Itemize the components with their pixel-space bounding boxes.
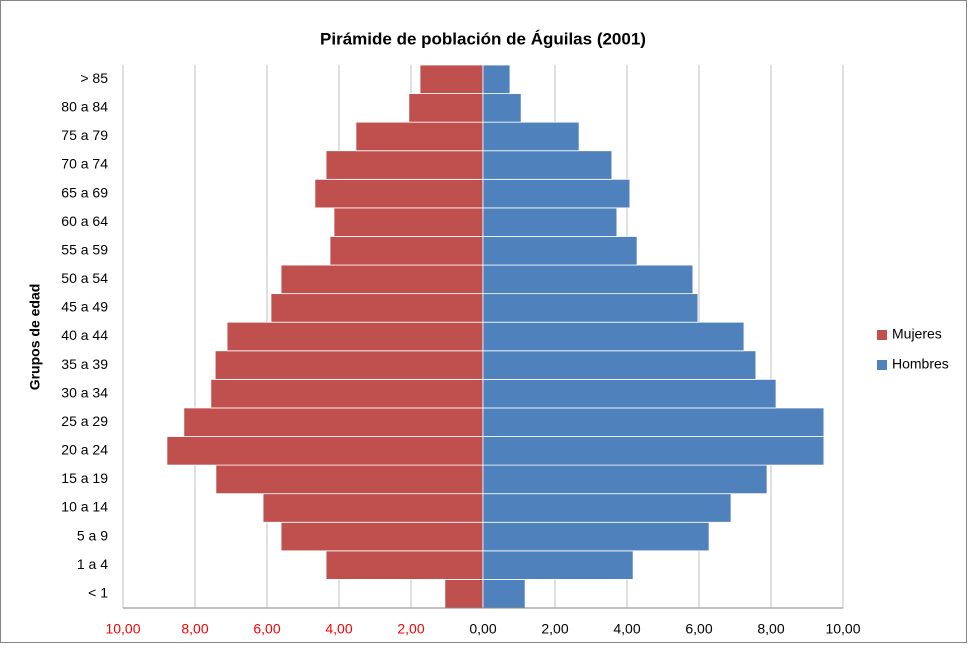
y-axis-title: Grupos de edad bbox=[27, 284, 43, 391]
y-tick-label: 5 a 9 bbox=[77, 527, 108, 543]
legend-label: Mujeres bbox=[892, 326, 942, 342]
y-tick-label: 70 a 74 bbox=[61, 156, 108, 172]
x-tick-label: 4,00 bbox=[325, 621, 352, 637]
y-tick-label: > 85 bbox=[80, 70, 108, 86]
bar bbox=[262, 493, 484, 523]
bar bbox=[482, 407, 825, 437]
bar bbox=[482, 579, 526, 609]
bar bbox=[325, 150, 484, 180]
bar bbox=[166, 436, 484, 466]
bar bbox=[355, 121, 484, 152]
bar bbox=[280, 521, 484, 552]
x-tick-label: 8,00 bbox=[181, 621, 208, 637]
x-tick-label: 2,00 bbox=[397, 621, 424, 637]
bar bbox=[482, 378, 777, 409]
chart-title: Pirámide de población de Águilas (2001) bbox=[320, 29, 646, 48]
bar bbox=[325, 550, 484, 580]
y-tick-label: 75 a 79 bbox=[61, 127, 108, 143]
bar bbox=[482, 350, 757, 380]
x-tick-label: 6,00 bbox=[685, 621, 712, 637]
bar bbox=[482, 493, 732, 523]
y-tick-label: 55 a 59 bbox=[61, 241, 108, 257]
bar bbox=[329, 236, 484, 266]
bar bbox=[482, 207, 618, 237]
x-tick-label: 0,00 bbox=[469, 621, 496, 637]
bar bbox=[215, 464, 484, 495]
x-tick-label: 4,00 bbox=[613, 621, 640, 637]
bar bbox=[482, 293, 699, 323]
bar bbox=[333, 207, 484, 237]
bar bbox=[482, 236, 638, 266]
y-tick-label: < 1 bbox=[88, 584, 108, 600]
bar bbox=[226, 321, 484, 352]
y-tick-label: 80 a 84 bbox=[61, 99, 108, 115]
bar bbox=[482, 93, 522, 123]
legend-swatch bbox=[877, 330, 887, 340]
y-tick-label: 30 a 34 bbox=[61, 384, 108, 400]
y-tick-label: 50 a 54 bbox=[61, 270, 108, 286]
x-tick-label: 10,00 bbox=[825, 621, 860, 637]
bar bbox=[482, 64, 511, 94]
bar bbox=[419, 64, 484, 94]
y-tick-label: 40 a 44 bbox=[61, 327, 108, 343]
y-tick-label: 65 a 69 bbox=[61, 184, 108, 200]
bar bbox=[482, 521, 710, 552]
y-tick-label: 35 a 39 bbox=[61, 356, 108, 372]
y-tick-label: 1 a 4 bbox=[77, 556, 108, 572]
bar bbox=[482, 178, 631, 209]
bar bbox=[482, 464, 768, 495]
legend-label: Hombres bbox=[892, 356, 949, 372]
bar bbox=[210, 378, 484, 409]
legend-swatch bbox=[877, 360, 887, 370]
bar bbox=[482, 436, 825, 466]
y-tick-label: 15 a 19 bbox=[61, 470, 108, 486]
x-tick-label: 2,00 bbox=[541, 621, 568, 637]
y-tick-label: 25 a 29 bbox=[61, 413, 108, 429]
bar bbox=[214, 350, 484, 380]
bar bbox=[482, 321, 745, 352]
bar bbox=[408, 93, 484, 123]
bar bbox=[482, 150, 613, 180]
y-tick-label: 20 a 24 bbox=[61, 442, 108, 458]
bar bbox=[183, 407, 484, 437]
bar bbox=[482, 550, 634, 580]
bar bbox=[482, 264, 694, 295]
y-tick-label: 10 a 14 bbox=[61, 499, 108, 515]
bar bbox=[270, 293, 484, 323]
bar bbox=[444, 579, 484, 609]
x-tick-label: 10,00 bbox=[105, 621, 140, 637]
x-tick-label: 8,00 bbox=[757, 621, 784, 637]
y-tick-label: 60 a 64 bbox=[61, 213, 108, 229]
bar bbox=[482, 121, 580, 152]
bar bbox=[314, 178, 484, 209]
y-tick-label: 45 a 49 bbox=[61, 299, 108, 315]
bar bbox=[280, 264, 484, 295]
x-tick-label: 6,00 bbox=[253, 621, 280, 637]
